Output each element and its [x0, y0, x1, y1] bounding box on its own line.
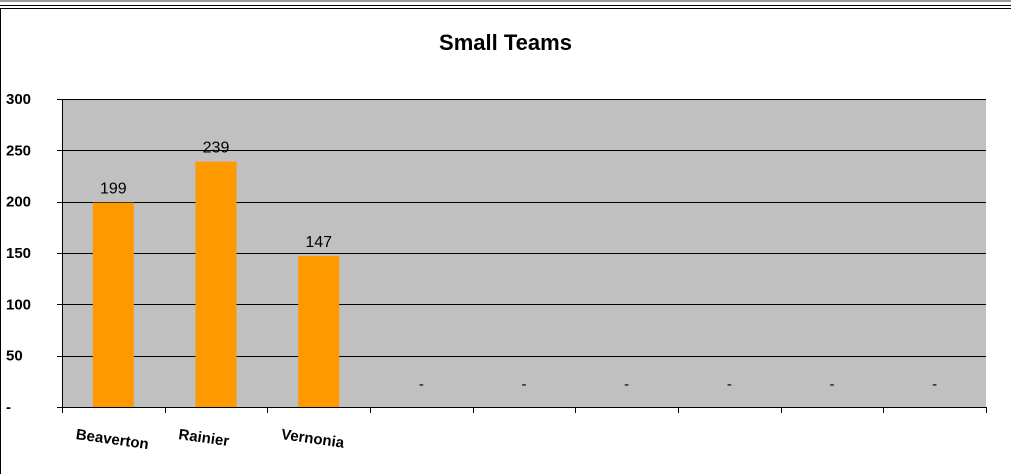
- x-tick-label: Rainier: [177, 426, 230, 450]
- bar: [298, 256, 340, 407]
- axes: [57, 99, 987, 413]
- y-tick-label: 100: [6, 296, 31, 313]
- bars: [92, 161, 340, 407]
- y-tick-label: 250: [6, 142, 31, 159]
- data-label: 147: [305, 234, 332, 251]
- y-tick-labels: - 50 100 150 200 250 300: [6, 91, 31, 416]
- data-label: -: [932, 376, 937, 393]
- y-tick-label: 50: [6, 348, 23, 365]
- x-tick-labels: Beaverton Rainier Vernonia: [75, 426, 346, 453]
- data-label: -: [624, 376, 629, 393]
- data-label: -: [522, 376, 527, 393]
- bar: [92, 202, 134, 407]
- y-tick-label: -: [6, 399, 11, 416]
- bar: [195, 161, 237, 407]
- frame-line: [0, 0, 1011, 2]
- x-tick-label: Beaverton: [75, 426, 150, 453]
- data-label: 239: [203, 140, 230, 157]
- window-frame-left: [0, 8, 1, 474]
- frame-line: [0, 8, 1011, 9]
- y-tick-label: 150: [6, 245, 31, 262]
- x-tick-label: Vernonia: [280, 426, 346, 452]
- y-tick-label: 300: [6, 91, 31, 108]
- data-label: -: [830, 376, 835, 393]
- data-label: 199: [100, 181, 127, 198]
- frame-line: [0, 5, 1011, 6]
- chart-title: Small Teams: [439, 30, 572, 55]
- data-label: -: [727, 376, 732, 393]
- window-frame-top: [0, 0, 1011, 9]
- data-labels: 199 239 147 - - - - - -: [100, 140, 937, 393]
- data-label: -: [419, 376, 424, 393]
- y-tick-label: 200: [6, 194, 31, 211]
